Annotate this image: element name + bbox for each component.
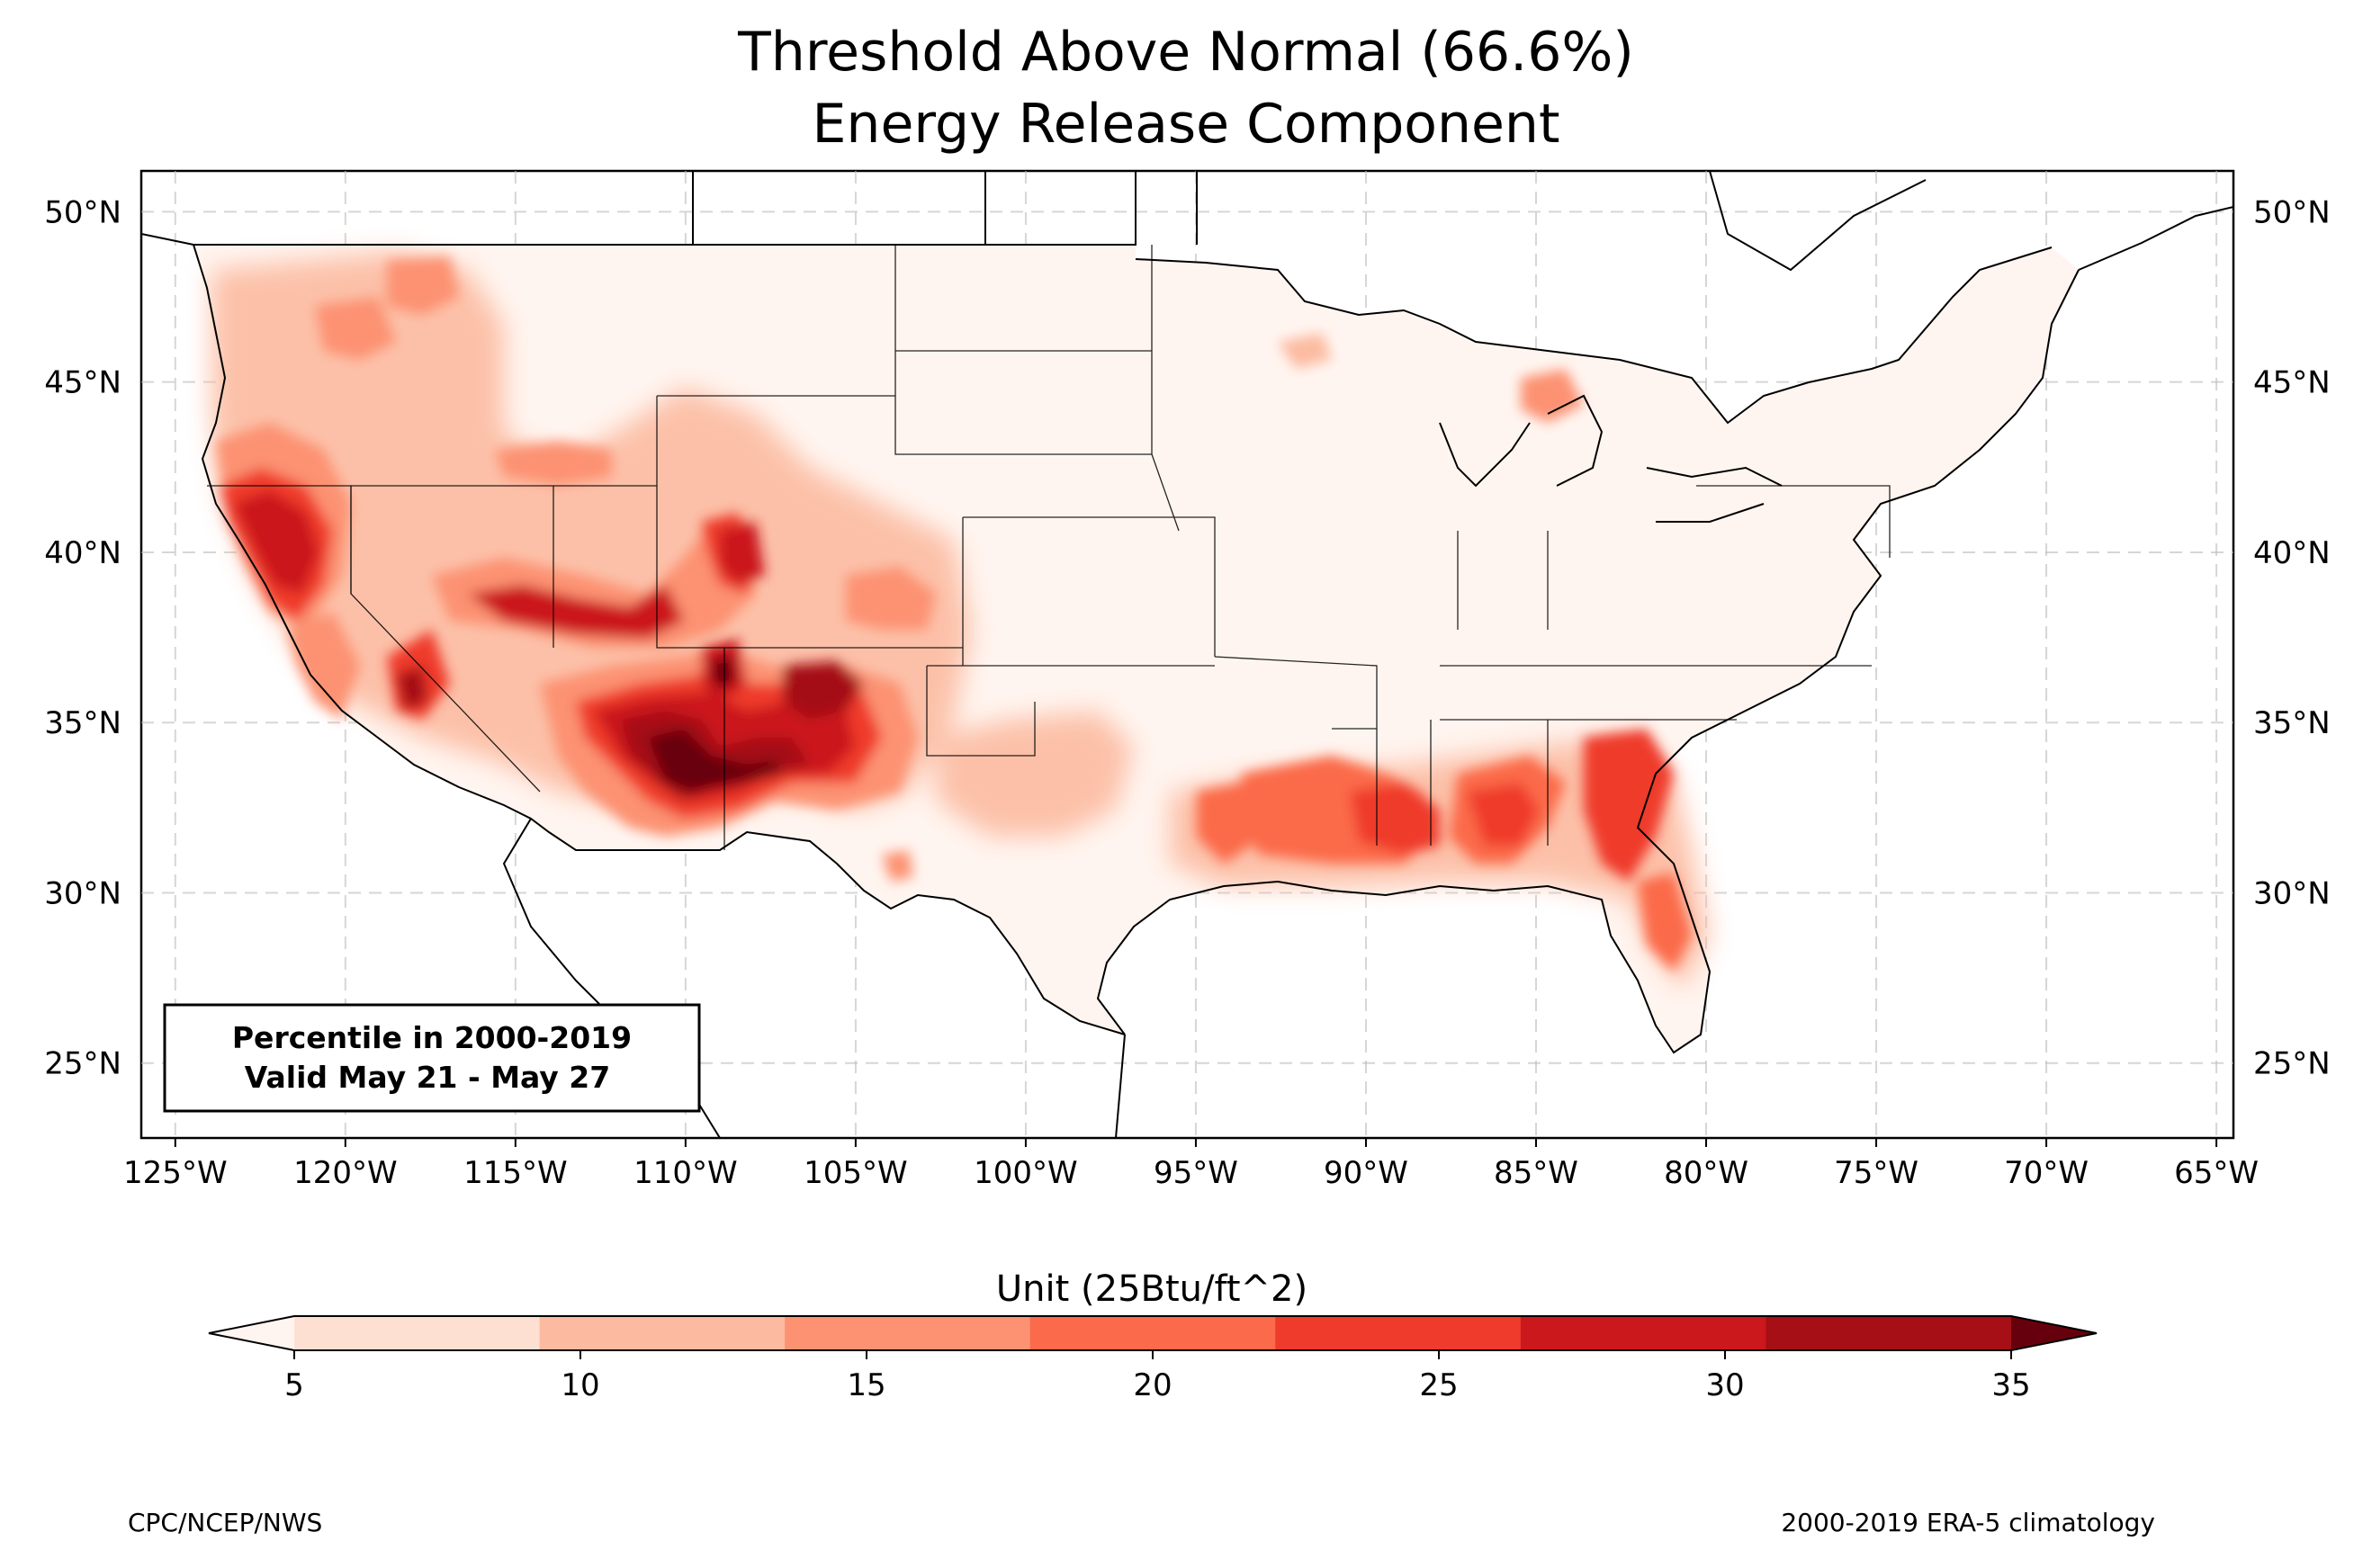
lon-tick-label: 125°W <box>123 1155 228 1191</box>
lat-tick-label: 25°N <box>44 1046 121 1082</box>
title-line-1: Threshold Above Normal (66.6%) <box>737 21 1634 84</box>
lat-tick-label: 50°N <box>44 194 121 230</box>
lat-tick-label: 40°N <box>44 535 121 571</box>
lon-tick-label: 95°W <box>1154 1155 1238 1191</box>
footer-right: 2000-2019 ERA-5 climatology <box>1781 1508 2155 1537</box>
lon-tick-label: 85°W <box>1494 1155 1578 1191</box>
footer-left: CPC/NCEP/NWS <box>128 1508 322 1537</box>
lat-tick-label: 45°N <box>44 365 121 401</box>
lat-tick-label: 45°N <box>2253 365 2331 401</box>
lon-tick-label: 70°W <box>2004 1155 2089 1191</box>
colorbar-segment <box>1520 1316 1766 1350</box>
annotation-line-2: Valid May 21 - May 27 <box>245 1060 610 1095</box>
latitude-labels-left: 25°N 30°N 35°N 40°N 45°N 50°N <box>44 194 121 1081</box>
colorbar-segment <box>294 1316 541 1350</box>
colorbar-tick-label: 15 <box>847 1367 885 1403</box>
colorbar-segment <box>1029 1316 1276 1350</box>
colorbar: 5 10 15 20 25 30 35 <box>208 1315 2098 1403</box>
colorbar-tick-label: 5 <box>284 1367 304 1403</box>
lat-tick-label: 35°N <box>44 705 121 741</box>
annotation-box: Percentile in 2000-2019 Valid May 21 - M… <box>163 1003 701 1113</box>
colorbar-tick-label: 30 <box>1705 1367 1744 1403</box>
lon-tick-label: 80°W <box>1664 1155 1748 1191</box>
colorbar-segment <box>1766 1316 2012 1350</box>
lat-tick-label: 50°N <box>2253 194 2331 230</box>
lat-tick-label: 25°N <box>2253 1046 2331 1082</box>
lon-tick-label: 90°W <box>1324 1155 1408 1191</box>
map-outlines <box>141 171 2233 1138</box>
lon-tick-label: 115°W <box>463 1155 568 1191</box>
lat-tick-label: 30°N <box>2253 875 2331 911</box>
lon-tick-label: 65°W <box>2174 1155 2259 1191</box>
lon-tick-label: 105°W <box>804 1155 908 1191</box>
annotation-line-1: Percentile in 2000-2019 <box>232 1020 632 1055</box>
lon-tick-label: 100°W <box>974 1155 1078 1191</box>
colorbar-tick-label: 20 <box>1133 1367 1172 1403</box>
lon-tick-label: 120°W <box>293 1155 398 1191</box>
colorbar-tick-label: 10 <box>561 1367 599 1403</box>
lon-tick-label: 75°W <box>1834 1155 1918 1191</box>
latitude-labels-right: 25°N 30°N 35°N 40°N 45°N 50°N <box>2253 194 2331 1081</box>
lon-tick-label: 110°W <box>633 1155 738 1191</box>
colorbar-label: Unit (25Btu/ft^2) <box>996 1268 1307 1310</box>
state-lines <box>207 245 1891 850</box>
colorbar-segment <box>1275 1316 1522 1350</box>
colorbar-segment <box>539 1316 786 1350</box>
colorbar-over-arrow <box>2011 1316 2097 1350</box>
lat-tick-label: 40°N <box>2253 535 2331 571</box>
lat-tick-label: 30°N <box>44 875 121 911</box>
longitude-labels: 125°W 120°W 115°W 110°W 105°W 100°W 95°W 90°W 85… <box>123 1138 2259 1191</box>
colorbar-tick-label: 35 <box>1991 1367 2030 1403</box>
colorbar-under-arrow <box>209 1316 294 1350</box>
lat-tick-label: 35°N <box>2253 705 2331 741</box>
shaded-field <box>211 252 1710 990</box>
title-line-2: Energy Release Component <box>813 93 1560 156</box>
colorbar-segment <box>785 1316 1031 1350</box>
colorbar-tick-label: 25 <box>1419 1367 1458 1403</box>
